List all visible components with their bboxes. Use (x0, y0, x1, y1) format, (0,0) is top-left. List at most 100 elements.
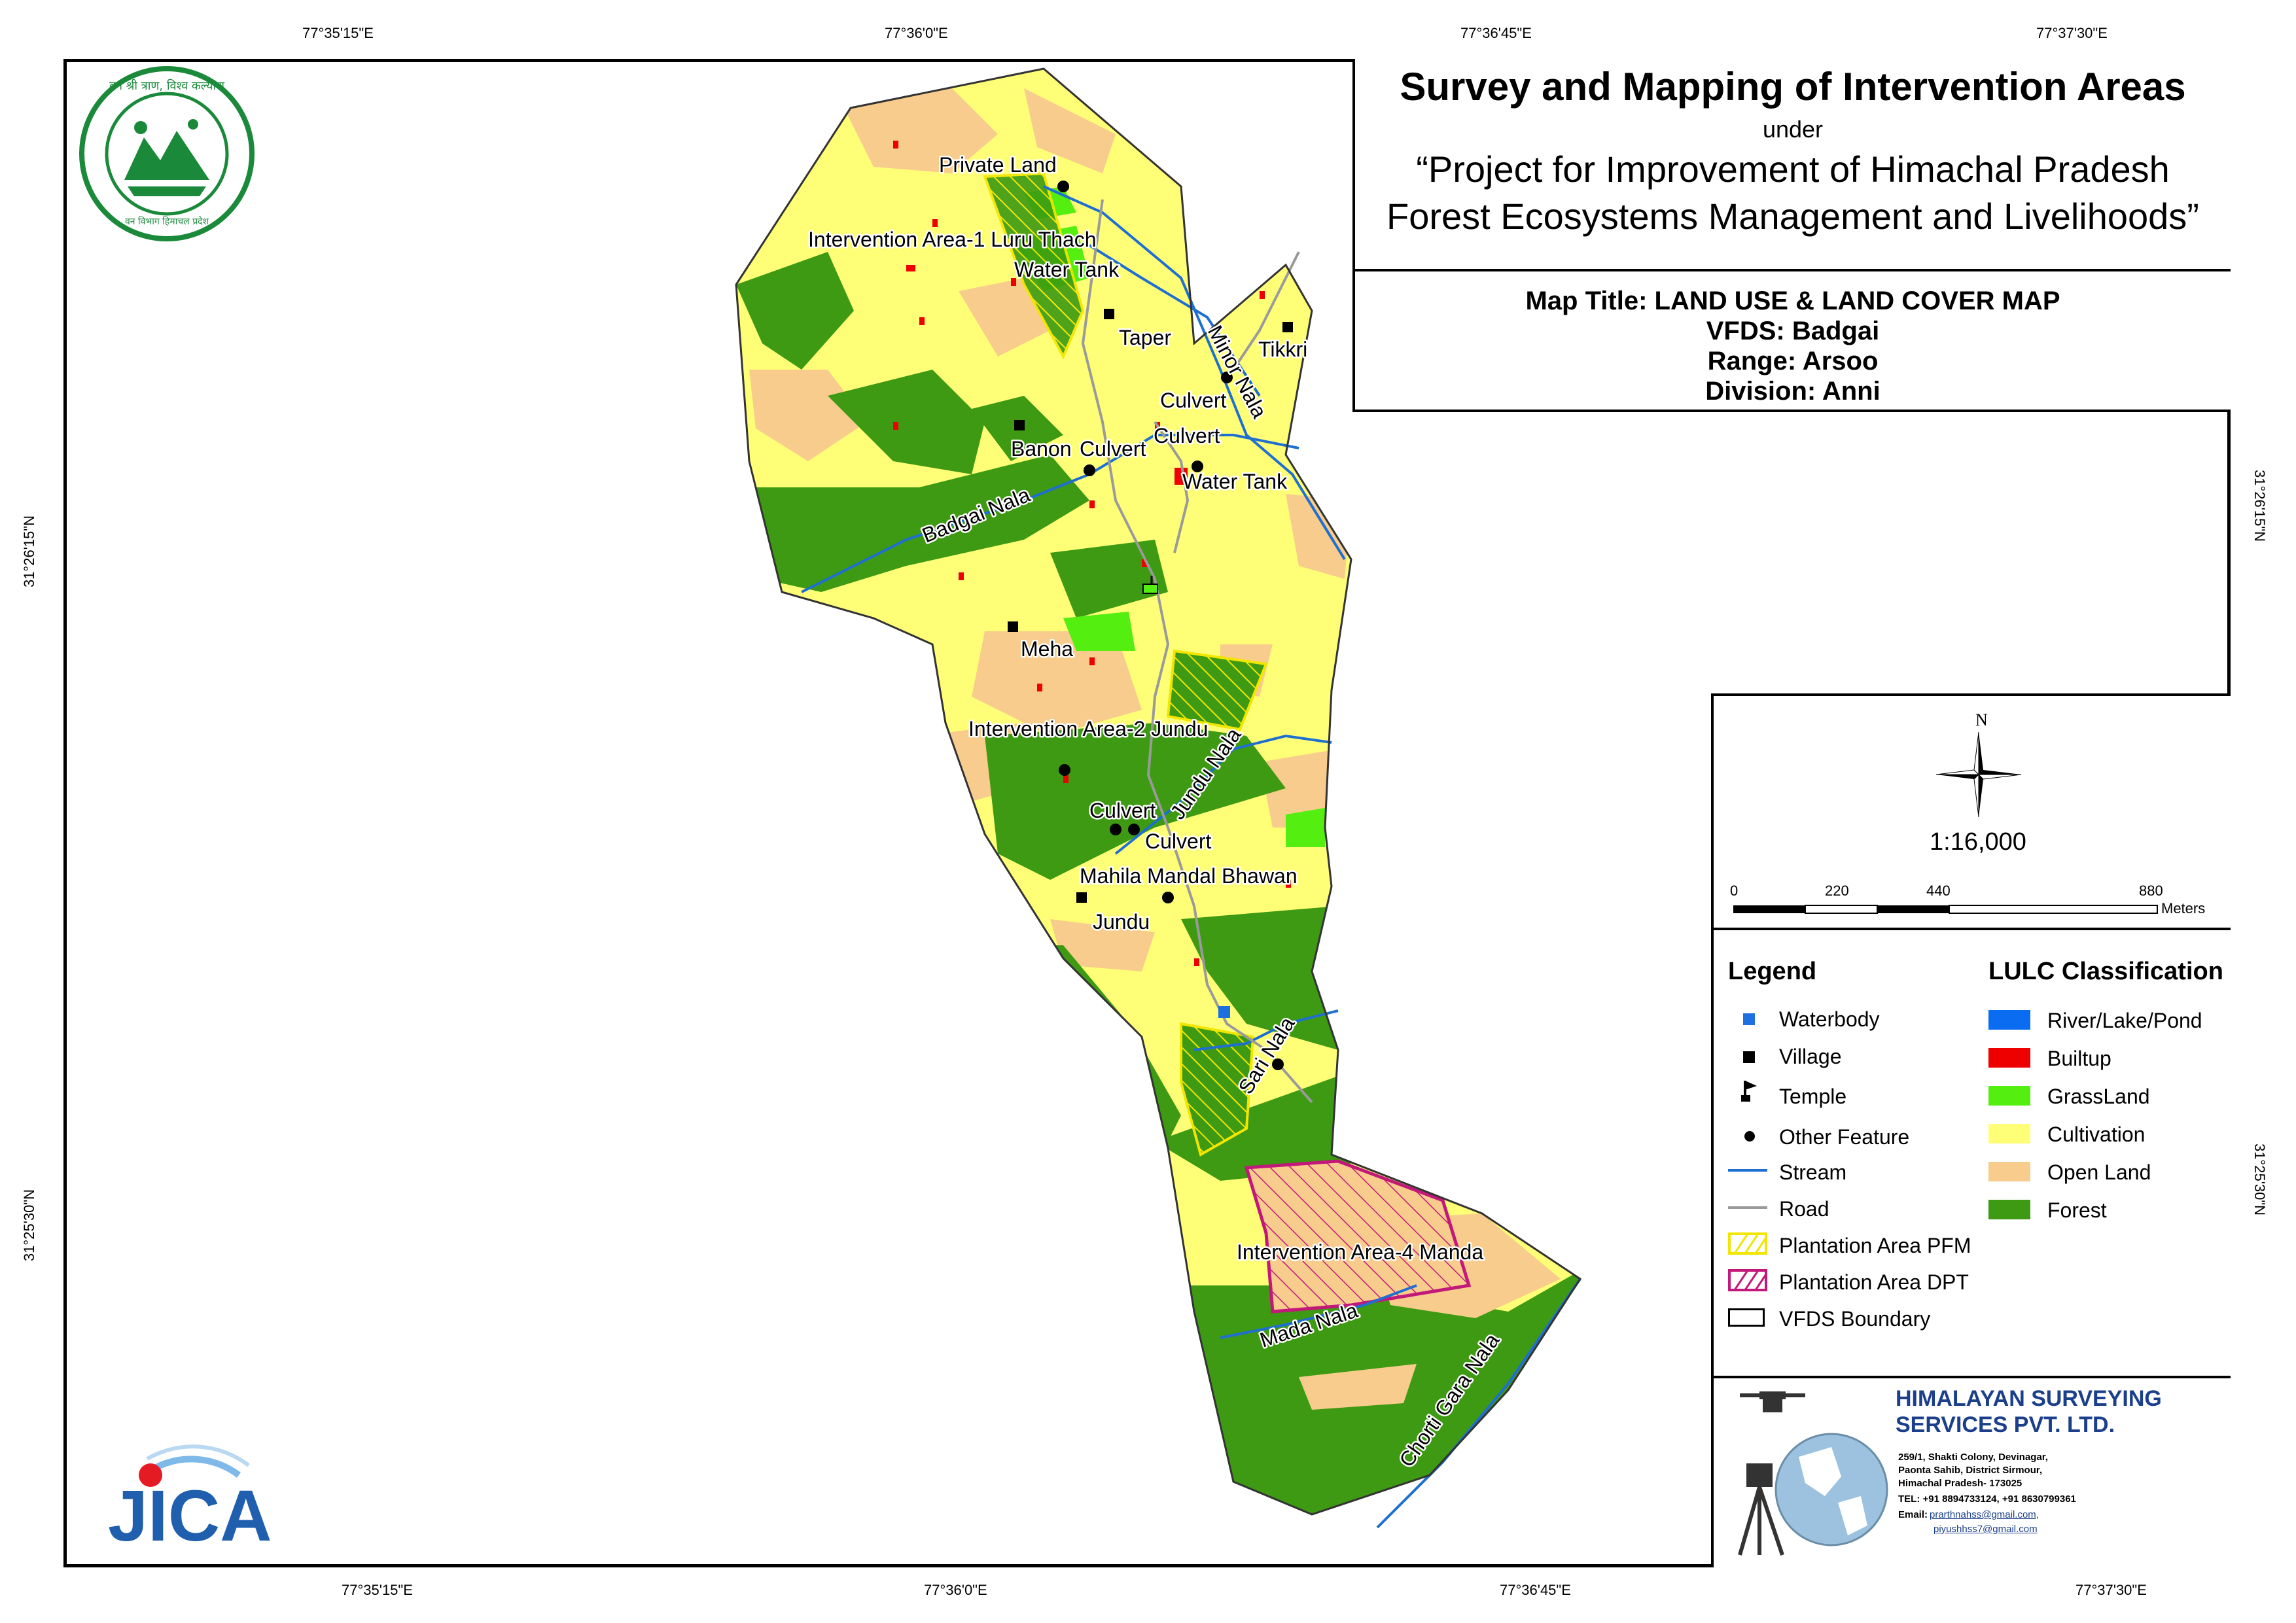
company-email-1[interactable]: prarthnahss@gmail.com, (1930, 1509, 2039, 1520)
water-tank-2-point (1192, 461, 1203, 472)
scale-unit: Meters (2161, 900, 2206, 916)
north-arrow-icon (1936, 732, 2021, 817)
grassland-patch (1063, 612, 1135, 651)
range-name: Range: Arsoo (1707, 347, 1879, 375)
coord-bottom-1: 77°35'15"E (342, 1582, 413, 1598)
swatch-cultivation (1988, 1124, 2030, 1143)
legend-village-label: Village (1779, 1045, 1842, 1068)
forest-patch (1181, 906, 1338, 1050)
legend-temple-label: Temple (1779, 1085, 1847, 1108)
company-tel: TEL: +91 8894733124, +91 8630799361 (1898, 1493, 2076, 1505)
scale-tick-0: 0 (1730, 882, 1739, 899)
mada-nala-stream (1220, 1284, 1417, 1339)
legend-pfm-label: Plantation Area PFM (1779, 1234, 1971, 1257)
company-address-1: 259/1, Shakti Colony, Devinagar, (1898, 1452, 2048, 1463)
label-tikkri: Tikkri (1258, 338, 1307, 361)
company-email-2[interactable]: piyushhss7@gmail.com (1934, 1524, 2038, 1535)
lulc-river-label: River/Lake/Pond (2047, 1009, 2202, 1032)
legend-waterbody-label: Waterbody (1779, 1007, 1880, 1031)
sari-nala-stream (1193, 1009, 1339, 1051)
division-name: Division: Anni (1705, 377, 1881, 406)
culvert-4-point (1110, 824, 1122, 835)
forest-logo-motto: वन श्री त्राण, विश्व कल्याण (109, 79, 225, 93)
lulc-builtup-label: Builtup (2047, 1047, 2111, 1070)
lulc-open-land-label: Open Land (2047, 1161, 2151, 1184)
label-culvert-3: Culvert (1080, 437, 1146, 461)
label-meha: Meha (1021, 637, 1073, 661)
open-land-patch (972, 631, 1142, 736)
open-land-patch (959, 278, 1050, 357)
map-info-box: Map Title: LAND USE & LAND COVER MAP VFD… (1352, 271, 2231, 412)
swatch-forest (1988, 1200, 2030, 1219)
swatch-grassland (1988, 1086, 2030, 1106)
tributary-stream (1088, 244, 1261, 397)
label-ia2: Intervention Area-2 Jundu (968, 717, 1208, 741)
label-ia4: Intervention Area-4 Manda (1237, 1240, 1483, 1264)
point-features (1008, 181, 1293, 1070)
forest-patch (736, 252, 854, 370)
legend-other-feature-label: Other Feature (1779, 1125, 1910, 1149)
banon-village-icon (1014, 420, 1025, 430)
legend-boundary-label: VFDS Boundary (1779, 1307, 1931, 1331)
mahila-mandal-point (1162, 892, 1174, 903)
scale-tick-220: 220 (1825, 882, 1849, 899)
chorti-gara-nala-stream (1376, 1278, 1581, 1529)
scale-ratio: 1:16,000 (1930, 828, 2026, 856)
open-land-patch (841, 82, 998, 173)
label-culvert-5: Culvert (1145, 829, 1211, 853)
boundary-box-icon (1728, 1308, 1765, 1327)
label-culvert-4: Culvert (1089, 799, 1156, 822)
project-title-line-2: Forest Ecosystems Management and Livelih… (1386, 196, 2199, 237)
vfds-boundary (735, 67, 1582, 1516)
forest-patch (756, 455, 1089, 592)
title-box: Survey and Mapping of Intervention Areas… (1352, 59, 2231, 271)
plantation-dpt-area[interactable] (1244, 1159, 1472, 1314)
branch-road (1154, 421, 1190, 553)
plantation-pfm-area-1[interactable] (983, 171, 1085, 360)
open-land-patch (1050, 919, 1155, 971)
company-name-line-2: SERVICES PVT. LTD. (1896, 1412, 2115, 1437)
ia2-point (1059, 764, 1070, 776)
waterbody-icon (1218, 1006, 1230, 1018)
legend-heading: Legend (1728, 958, 1817, 985)
swatch-builtup (1988, 1048, 2030, 1068)
surveying-logo (1738, 1391, 1888, 1556)
forest-patch (1050, 540, 1168, 618)
scale-box: N 1:16,000 0 220 440 880 Meters (1711, 693, 2231, 930)
swatch-river (1988, 1010, 2030, 1030)
label-banon: Banon (1011, 437, 1072, 461)
village-square-icon (1743, 1051, 1755, 1063)
sari-nala-point (1272, 1058, 1284, 1070)
other-feature-dot-icon (1744, 1131, 1755, 1142)
private-land-point (1057, 181, 1069, 192)
culvert-1-point (1221, 372, 1233, 383)
company-email-label: Email: (1898, 1509, 1928, 1520)
open-land-patch (1299, 1364, 1417, 1410)
jundu-nala-stream (1114, 734, 1332, 855)
scale-bar (1733, 905, 2158, 914)
water-tank-1-marker (1104, 309, 1114, 319)
coord-right-2: 31°25'30"N (2252, 1143, 2269, 1216)
grassland-patch (1286, 808, 1325, 847)
label-mahila: Mahila Mandal Bhawan (1080, 864, 1298, 888)
label-water-tank-1: Water Tank (1014, 258, 1120, 281)
plantation-pfm-area-2[interactable] (1166, 649, 1268, 731)
waterbody-square-icon (1743, 1013, 1755, 1025)
coord-bottom-4: 77°37'30"E (2075, 1582, 2147, 1598)
coord-top-3: 77°36'45"E (1460, 25, 1532, 41)
jundu-village-icon (1076, 892, 1087, 903)
coord-right-1: 31°26'15"N (2252, 469, 2269, 542)
coord-left-2: 31°25'30"N (21, 1189, 38, 1262)
label-culvert-2: Culvert (1154, 424, 1220, 447)
temple-icon (1142, 584, 1158, 594)
scale-tick-440: 440 (1926, 882, 1951, 899)
stream-line-icon (1728, 1169, 1767, 1172)
title-under: under (1762, 116, 1824, 143)
company-box: HIMALAYAN SURVEYING SERVICES PVT. LTD. 2… (1711, 1378, 2231, 1567)
company-address-2: Paonta Sahib, District Sirmour, (1898, 1465, 2043, 1476)
forest-patch (1155, 1076, 1351, 1181)
forest-logo-caption: वन विभाग हिमाचल प्रदेश (125, 216, 209, 227)
jica-logo: JICA (108, 1444, 272, 1556)
lulc-grassland-label: GrassLand (2047, 1085, 2150, 1108)
road-line-icon (1728, 1206, 1767, 1209)
